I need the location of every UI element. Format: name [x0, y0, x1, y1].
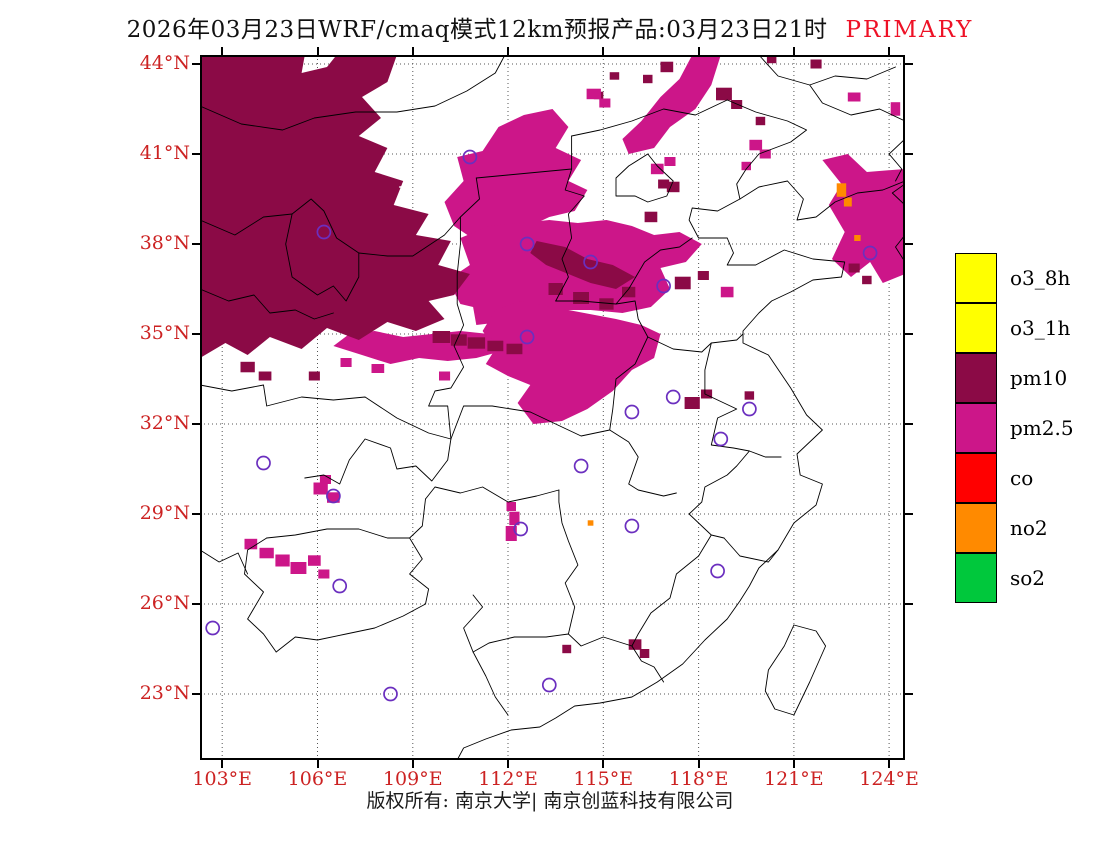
map-plot [200, 55, 905, 760]
axis-tick-mark [792, 760, 795, 768]
legend-label: pm2.5 [1010, 416, 1074, 440]
axis-tick-mark [411, 760, 414, 768]
region-huanghuai-lower [482, 301, 661, 424]
region-east-sea-blob [822, 154, 905, 283]
axis-tick-mark [888, 47, 891, 55]
axis-tick-mark [602, 47, 605, 55]
axis-tick-mark [905, 693, 913, 695]
axis-tick-mark [697, 760, 700, 768]
legend-swatch-pm10 [955, 352, 997, 403]
y-tick-label: 26°N [139, 592, 190, 614]
axis-tick-mark [905, 153, 913, 155]
legend-item-no2: no2 [955, 502, 1074, 553]
x-tick-label: 106°E [287, 768, 348, 790]
legend-swatch-so2 [955, 552, 997, 603]
axis-tick-mark [192, 603, 200, 605]
x-tick-label: 115°E [573, 768, 634, 790]
legend-item-pm2.5: pm2.5 [955, 402, 1074, 453]
legend-label: pm10 [1010, 366, 1068, 390]
y-tick-label: 35°N [139, 322, 190, 344]
y-tick-label: 41°N [139, 142, 190, 164]
x-tick-label: 121°E [764, 768, 824, 790]
axis-tick-mark [316, 760, 319, 768]
axis-tick-mark [507, 47, 510, 55]
province-boundaries [200, 55, 905, 760]
page-title: 2026年03月23日WRF/cmaq模式12km预报产品:03月23日21时 P… [0, 10, 1100, 44]
legend-item-o3_1h: o3_1h [955, 302, 1074, 353]
x-tick-label: 103°E [192, 768, 253, 790]
region-north-china-upper [444, 109, 588, 241]
axis-tick-mark [192, 513, 200, 515]
axis-tick-mark [192, 423, 200, 425]
map-frame-border [200, 55, 905, 760]
pollutant-regions [200, 55, 905, 658]
axis-tick-mark [221, 760, 224, 768]
x-tick-label: 112°E [478, 768, 538, 790]
axis-tick-mark [792, 47, 795, 55]
axis-tick-mark [905, 63, 913, 65]
axis-tick-mark [411, 47, 414, 55]
axis-tick-mark [192, 63, 200, 65]
axis-tick-mark [192, 153, 200, 155]
legend-item-co: co [955, 452, 1074, 503]
axis-tick-mark [905, 243, 913, 245]
x-tick-label: 118°E [668, 768, 729, 790]
legend-item-so2: so2 [955, 552, 1074, 603]
x-tick-label: 109°E [382, 768, 443, 790]
city-circle-markers [205, 149, 878, 702]
axis-tick-mark [905, 333, 913, 335]
axis-tick-mark [192, 243, 200, 245]
y-tick-label: 32°N [139, 412, 190, 434]
axis-tick-mark [697, 47, 700, 55]
station-cross-markers [399, 123, 416, 191]
y-tick-label: 44°N [139, 52, 190, 74]
legend-swatch-co [955, 452, 997, 503]
legend-swatch-pm2.5 [955, 402, 997, 453]
axis-tick-mark [507, 760, 510, 768]
legend-swatch-o3_1h [955, 302, 997, 353]
legend-swatch-no2 [955, 502, 997, 553]
region-northeast-band [622, 55, 721, 154]
axis-tick-mark [905, 513, 913, 515]
legend-label: co [1010, 466, 1034, 490]
axis-tick-mark [192, 333, 200, 335]
pollutant-legend: o3_8h o3_1h pm10 pm2.5 co no2 so2 [955, 252, 1074, 603]
y-tick-label: 23°N [139, 682, 190, 704]
axis-tick-mark [905, 423, 913, 425]
primary-pollutant-label: PRIMARY [845, 17, 974, 43]
legend-item-o3_8h: o3_8h [955, 252, 1074, 303]
legend-swatch-o3_8h [955, 252, 997, 303]
region-northwest-main [200, 55, 470, 358]
legend-label: no2 [1010, 516, 1048, 540]
axis-tick-mark [192, 693, 200, 695]
axis-tick-mark [888, 760, 891, 768]
legend-label: o3_8h [1010, 266, 1071, 290]
copyright-footer: 版权所有: 南京大学| 南京创蓝科技有限公司 [366, 790, 734, 812]
x-tick-label: 124°E [859, 768, 919, 790]
axis-tick-mark [316, 47, 319, 55]
legend-label: so2 [1010, 566, 1046, 590]
region-hebei-henan-cluster [530, 241, 636, 289]
legend-label: o3_1h [1010, 316, 1071, 340]
map-title-text: 2026年03月23日WRF/cmaq模式12km预报产品:03月23日21时 [126, 17, 828, 43]
axis-tick-mark [905, 603, 913, 605]
map-canvas [200, 55, 905, 760]
y-tick-label: 38°N [139, 232, 190, 254]
legend-item-pm10: pm10 [955, 352, 1074, 403]
y-tick-label: 29°N [139, 502, 190, 524]
axis-tick-mark [602, 760, 605, 768]
axis-tick-mark [221, 47, 224, 55]
